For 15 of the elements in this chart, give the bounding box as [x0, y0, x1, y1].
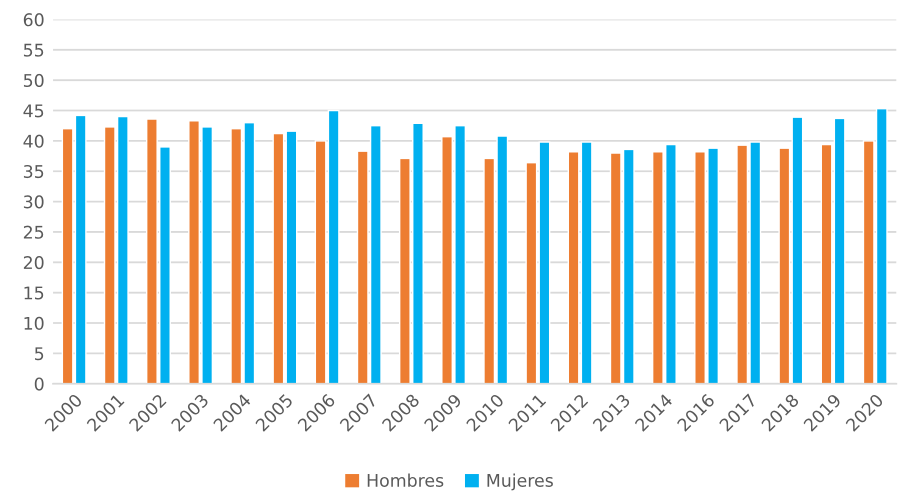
y-tick-label: 15	[24, 286, 44, 300]
legend-label: Mujeres	[488, 474, 553, 490]
y-tick-label: 20	[24, 256, 44, 270]
y-tick-label: 10	[24, 316, 44, 330]
y-tick-label: 50	[24, 74, 44, 88]
y-tick-label: 5	[35, 347, 44, 360]
y-tick-label: 60	[24, 13, 44, 26]
legend-label: Hombres	[368, 474, 444, 487]
y-tick-label: 45	[23, 104, 44, 118]
y-tick-label: 0	[34, 377, 44, 391]
y-tick-label: 40	[23, 134, 44, 148]
y-tick-label: 55	[24, 44, 44, 57]
y-tick-label: 35	[24, 164, 44, 178]
y-tick-label: 25	[24, 226, 44, 239]
y-tick-label: 30	[24, 195, 44, 208]
